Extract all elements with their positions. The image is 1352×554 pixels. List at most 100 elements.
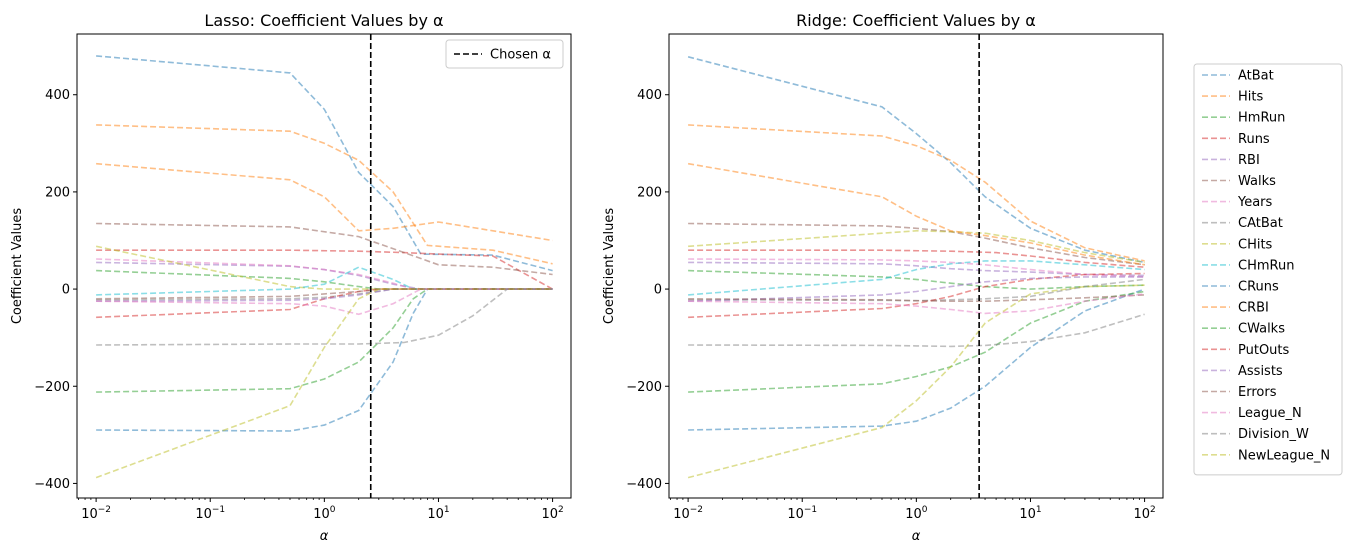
legend-label-hmrun: HmRun xyxy=(1238,111,1285,126)
y-tick-label: 400 xyxy=(45,88,70,103)
chart-title: Lasso: Coefficient Values by α xyxy=(204,11,443,30)
x-tick-label-base: 10 xyxy=(673,507,690,522)
legend-label-crbi: CRBI xyxy=(1238,301,1269,316)
x-tick-label-base: 10 xyxy=(1133,507,1150,522)
x-tick-label: 101 xyxy=(427,505,449,522)
legend-label-newleague_n: NewLeague_N xyxy=(1238,448,1330,463)
legend-label-runs: Runs xyxy=(1238,132,1270,147)
x-tick-label-base: 10 xyxy=(195,507,212,522)
x-axis-label: α xyxy=(320,529,329,544)
legend-box xyxy=(1193,63,1343,476)
x-tick-label-base: 10 xyxy=(313,507,330,522)
y-tick-label: −200 xyxy=(626,380,662,395)
legend-label-division_w: Division_W xyxy=(1238,427,1309,442)
series-line-league_n xyxy=(688,293,1145,315)
x-tick-label: 102 xyxy=(1133,505,1155,522)
series-line-putouts xyxy=(688,272,1145,319)
series-line-2 xyxy=(96,269,553,290)
legend-label-catbat: CAtBat xyxy=(1238,216,1283,231)
legend-label-chmrun: CHmRun xyxy=(1238,258,1294,273)
legend-coefficients: AtBat Hits HmRun Runs RBI Walks Years CAtBat CHi… xyxy=(1193,63,1343,476)
series-line-chmrun xyxy=(688,260,1145,296)
y-tick-label: 0 xyxy=(654,283,662,298)
x-tick-label-exp: 1 xyxy=(444,505,450,515)
x-tick-label-exp: −1 xyxy=(212,505,225,515)
series-line-cwalks xyxy=(688,290,1145,393)
series-line-17 xyxy=(96,288,553,346)
y-tick-label: −200 xyxy=(34,380,70,395)
series-line-runs xyxy=(688,249,1145,268)
x-tick-label: 100 xyxy=(905,505,928,522)
legend-label-hits: Hits xyxy=(1238,90,1263,105)
legend-chosen-alpha: Chosen α xyxy=(445,39,564,69)
series-line-12 xyxy=(96,288,553,393)
series-line-1 xyxy=(96,124,553,265)
x-tick-label-base: 10 xyxy=(427,507,444,522)
series-line-13 xyxy=(96,288,553,319)
series-line-errors xyxy=(688,294,1145,302)
x-tick-label-base: 10 xyxy=(787,507,804,522)
x-tick-label-base: 10 xyxy=(905,507,922,522)
y-tick-label: 200 xyxy=(637,185,662,200)
series-line-16 xyxy=(96,288,553,316)
series-group xyxy=(95,55,553,479)
series-line-crbi xyxy=(687,162,1145,266)
y-axis-label: Coefficient Values xyxy=(602,208,617,325)
legend-label-cruns: CRuns xyxy=(1238,280,1279,295)
y-tick-label: 0 xyxy=(62,283,70,298)
x-tick-label: 101 xyxy=(1019,505,1041,522)
y-tick-label: −400 xyxy=(626,477,662,492)
x-tick-label-exp: 0 xyxy=(922,505,928,515)
chart-title: Ridge: Coefficient Values by α xyxy=(796,11,1036,30)
series-line-newleague_n xyxy=(687,284,1145,479)
legend-label-league_n: League_N xyxy=(1238,406,1302,421)
legend-label-atbat: AtBat xyxy=(1238,69,1274,84)
legend-label-walks: Walks xyxy=(1238,174,1276,189)
x-axis-label: α xyxy=(912,529,921,544)
plot-area xyxy=(76,33,572,499)
x-tick-label-exp: 2 xyxy=(558,505,564,515)
legend-label-cwalks: CWalks xyxy=(1238,322,1285,337)
y-tick-label: −400 xyxy=(34,477,70,492)
series-line-atbat xyxy=(687,56,1145,264)
y-tick-label: 200 xyxy=(45,185,70,200)
x-tick-label-base: 10 xyxy=(541,507,558,522)
x-tick-label-exp: 2 xyxy=(1150,505,1156,515)
x-tick-label: 100 xyxy=(313,505,336,522)
legend-label-chits: CHits xyxy=(1238,237,1273,252)
series-group xyxy=(687,56,1145,479)
series-line-11 xyxy=(96,162,553,242)
series-line-10 xyxy=(96,288,553,432)
legend-label: Chosen α xyxy=(490,48,551,63)
series-line-assists xyxy=(688,276,1145,302)
series-line-years xyxy=(688,258,1145,278)
series-line-hits xyxy=(688,124,1145,262)
series-line-15 xyxy=(96,288,553,300)
legend-box xyxy=(445,39,564,69)
legend-label-rbi: RBI xyxy=(1238,153,1260,168)
series-line-5 xyxy=(96,222,553,276)
legend-label-years: Years xyxy=(1237,195,1273,210)
x-tick-label-exp: 0 xyxy=(330,505,336,515)
x-tick-label: 10−1 xyxy=(195,505,225,522)
series-line-0 xyxy=(96,55,553,272)
series-line-walks xyxy=(688,222,1145,266)
x-tick-label-base: 10 xyxy=(1019,507,1036,522)
legend-label-putouts: PutOuts xyxy=(1238,343,1290,358)
x-tick-label-exp: −2 xyxy=(98,505,111,515)
y-tick-label: 400 xyxy=(637,88,662,103)
series-line-cruns xyxy=(688,288,1145,431)
x-tick-label: 10−2 xyxy=(81,505,111,522)
x-tick-label-base: 10 xyxy=(81,507,98,522)
x-tick-label-exp: 1 xyxy=(1036,505,1042,515)
legend-label-assists: Assists xyxy=(1238,364,1283,379)
series-line-18 xyxy=(95,288,553,479)
x-tick-label: 102 xyxy=(541,505,563,522)
x-tick-label-exp: −1 xyxy=(804,505,817,515)
x-tick-label: 10−1 xyxy=(787,505,817,522)
x-tick-label-exp: −2 xyxy=(690,505,703,515)
y-axis-label: Coefficient Values xyxy=(10,208,25,325)
